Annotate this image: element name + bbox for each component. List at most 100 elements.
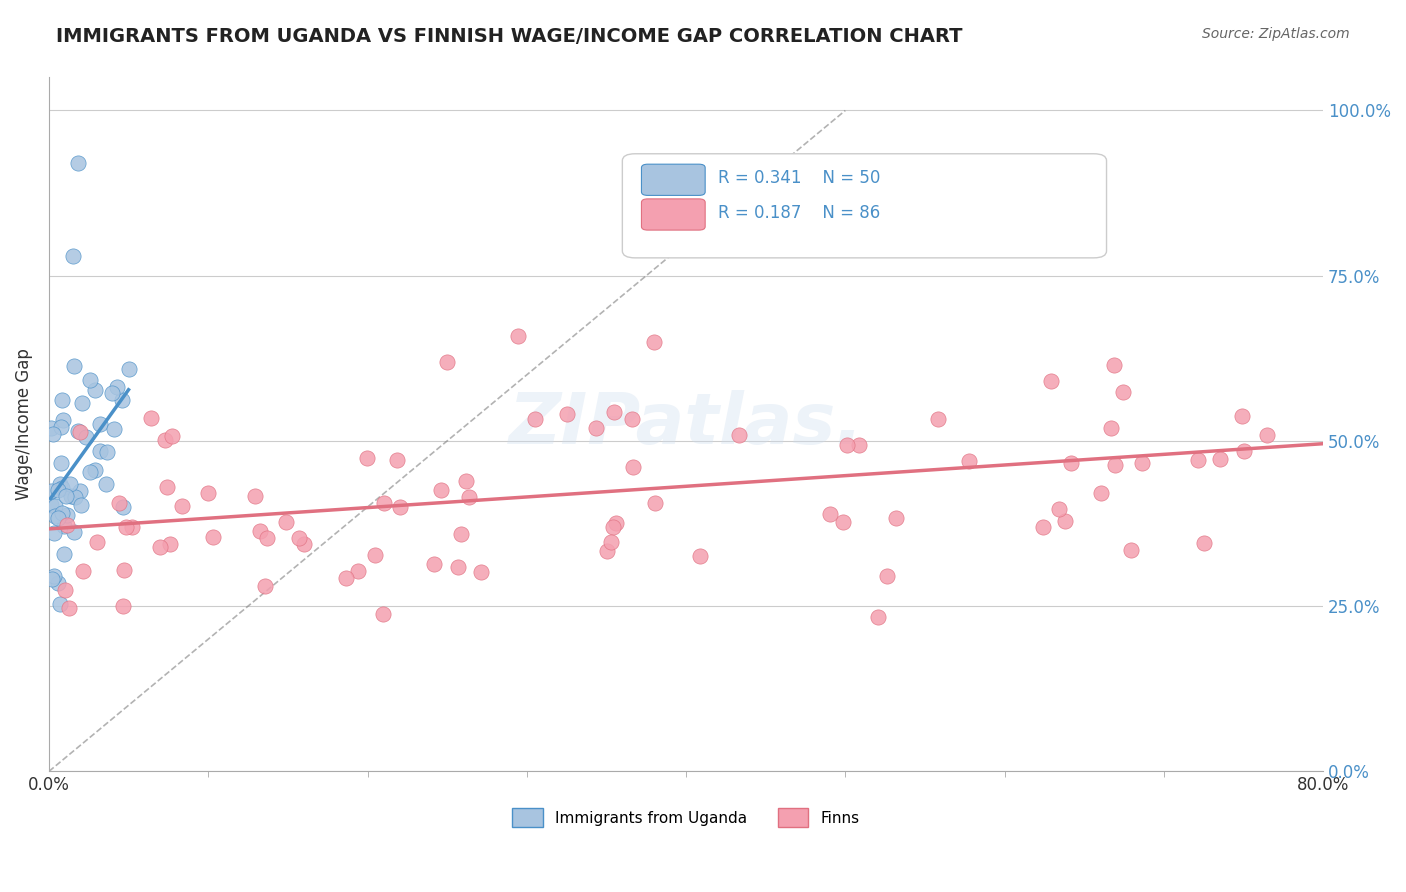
Point [927,412,949,426]
Point [1187,452,1209,467]
Point [159,537,181,551]
Text: R = 0.187    N = 86: R = 0.187 N = 86 [718,203,880,222]
Point [46,483,69,497]
Point [52,413,75,427]
Point [727,427,749,442]
Point [373,496,395,510]
Point [689,549,711,563]
Point [820,508,842,522]
Point [79,373,101,387]
Point [621,460,644,475]
Point [149,540,172,554]
Text: R = 0.341    N = 50: R = 0.341 N = 50 [718,169,880,187]
Point [868,610,890,624]
Point [422,558,444,572]
FancyBboxPatch shape [641,164,706,195]
Point [1111,385,1133,400]
Point [388,500,411,514]
Point [96,444,118,458]
Point [69,484,91,499]
Point [620,412,643,426]
Point [1104,458,1126,473]
Point [249,524,271,538]
Point [115,520,138,534]
Point [59,489,82,503]
Point [42,569,65,583]
Point [75,430,97,444]
Point [256,531,278,545]
Point [83,462,105,476]
Point [89,444,111,458]
Point [1209,452,1232,467]
Point [1032,520,1054,534]
Point [62,359,84,373]
Point [62,249,84,263]
Point [58,601,80,615]
Point [160,429,183,443]
Point [39,421,62,435]
Point [63,525,86,540]
Point [1233,444,1256,458]
Text: IMMIGRANTS FROM UGANDA VS FINNISH WAGE/INCOME GAP CORRELATION CHART: IMMIGRANTS FROM UGANDA VS FINNISH WAGE/I… [56,27,963,45]
Point [170,499,193,513]
Point [72,565,94,579]
Point [786,235,808,250]
Point [52,519,75,533]
Point [65,490,87,504]
Point [49,419,72,434]
Point [1104,358,1126,372]
Point [470,565,492,579]
Point [39,484,62,499]
Point [364,548,387,562]
Point [59,476,82,491]
Point [51,456,73,470]
Point [447,560,470,574]
Point [51,392,73,407]
Point [506,329,529,343]
Text: ZIPatlas.: ZIPatlas. [509,390,863,458]
Point [436,354,458,368]
Point [103,422,125,436]
Point [335,571,357,585]
Point [42,427,65,442]
Point [197,486,219,500]
Point [108,496,131,510]
Y-axis label: Wage/Income Gap: Wage/Income Gap [15,349,32,500]
Point [44,499,66,513]
Point [1230,409,1253,424]
Point [456,474,478,488]
Point [55,517,77,532]
Point [139,411,162,425]
Point [356,451,378,466]
Point [66,425,89,439]
FancyBboxPatch shape [623,153,1107,258]
Point [53,583,76,598]
Point [884,511,907,525]
Point [156,480,179,494]
Point [53,547,76,561]
Point [89,417,111,432]
Point [957,454,980,468]
Point [603,405,626,419]
Text: Source: ZipAtlas.com: Source: ZipAtlas.com [1202,27,1350,41]
Point [155,433,177,447]
Point [70,498,93,512]
Point [49,477,72,491]
Point [39,499,62,513]
Point [44,508,66,523]
Point [602,520,624,534]
Point [1130,456,1153,470]
Point [69,425,91,439]
Legend: Immigrants from Uganda, Finns: Immigrants from Uganda, Finns [506,802,866,833]
Point [1040,374,1063,388]
Point [101,385,124,400]
Point [55,489,77,503]
Point [254,579,277,593]
Point [585,421,607,435]
Point [201,530,224,544]
Point [524,411,547,425]
Point [848,437,870,451]
Point [1099,421,1122,435]
Point [595,543,617,558]
Point [387,453,409,467]
